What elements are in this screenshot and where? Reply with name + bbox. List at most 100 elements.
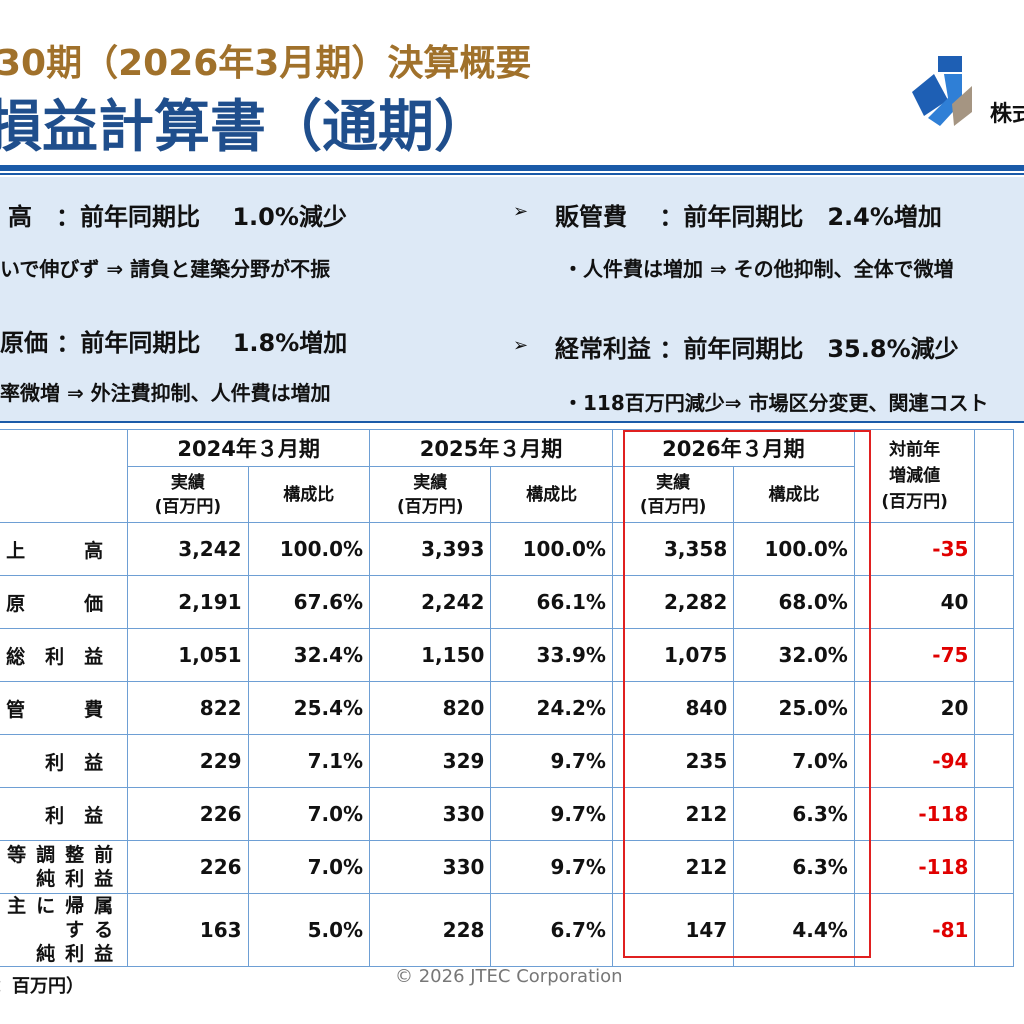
cell-edge [974,681,1014,735]
cell-actual: 3,358 [611,522,735,576]
cell-actual: 226 [127,840,249,894]
header-divider [0,165,1024,171]
sub-actual: 実績 (百万円) [611,466,735,523]
cell-ratio: 68.0% [733,575,855,629]
cell-ratio: 33.9% [490,628,613,682]
header-blank [0,429,129,523]
cell-actual: 822 [127,681,249,735]
row-label: 主に帰属する 純利益 [0,893,129,967]
summary-ordinary-note: ・118百万円減少⇒ 市場区分変更、関連コスト [563,391,989,415]
row-label: 原 価 [0,575,129,629]
cell-ratio: 9.7% [490,734,613,788]
row-label: 利益 [0,734,129,788]
page-title: 損益計算書（通期） [0,95,490,160]
unit-note: ：百万円） [0,976,84,997]
cell-ratio: 6.3% [733,840,855,894]
summary-ordinary-head: 経常利益 ：前年同期比 35.8%減少 [555,335,959,363]
sub-ratio: 構成比 [247,466,371,523]
table-header-row: 2024年３月期 2025年３月期 2026年３月期 対前年 増減値 (百万円) [0,429,1014,523]
cell-diff: -118 [853,787,976,841]
cell-actual: 226 [127,787,249,841]
cell-actual: 212 [611,840,735,894]
row-label: 上 高 [0,522,129,576]
cell-ratio: 66.1% [490,575,613,629]
cell-ratio: 67.6% [247,575,371,629]
cell-ratio: 25.4% [247,681,371,735]
cell-ratio: 32.0% [733,628,855,682]
summary-panel: 高 ：前年同期比 1.0%減少 いで伸びず ⇒ 請負と建築分野が不振 原価 ：前… [0,177,1024,423]
cell-actual: 330 [369,840,492,894]
cell-edge [974,787,1014,841]
cell-ratio: 6.3% [733,787,855,841]
cell-actual: 1,051 [127,628,249,682]
row-label: 利益 [0,787,129,841]
cell-edge [974,575,1014,629]
diff-header: 対前年 増減値 (百万円) [853,429,976,523]
company-name: 株式 [990,102,1024,127]
cell-ratio: 7.0% [733,734,855,788]
cell-ratio: 6.7% [490,893,613,967]
summary-sales-note: いで伸びず ⇒ 請負と建築分野が不振 [0,257,331,281]
cell-actual: 229 [127,734,249,788]
cell-edge [974,893,1014,967]
cell-diff: -118 [853,840,976,894]
cell-diff: -81 [853,893,976,967]
row-label: 管 費 [0,681,129,735]
cell-actual: 820 [369,681,492,735]
table-row: 原 価 2,191 67.6% 2,242 66.1% 2,282 68.0% 40 [0,575,1014,629]
cell-actual: 163 [127,893,249,967]
cell-ratio: 9.7% [490,840,613,894]
cell-diff: 20 [853,681,976,735]
period-2026: 2026年３月期 [611,429,855,467]
table-row: 主に帰属する 純利益 163 5.0% 228 6.7% 147 4.4% -81 [0,893,1014,967]
table-row: 利益 229 7.1% 329 9.7% 235 7.0% -94 [0,734,1014,788]
cell-ratio: 25.0% [733,681,855,735]
cell-actual: 235 [611,734,735,788]
copyright: © 2026 JTEC Corporation [395,966,623,987]
cell-edge [974,734,1014,788]
cell-actual: 212 [611,787,735,841]
table-row: 上 高 3,242 100.0% 3,393 100.0% 3,358 100.0% -35 [0,522,1014,576]
cell-edge [974,840,1014,894]
cell-ratio: 9.7% [490,787,613,841]
cell-ratio: 7.0% [247,840,371,894]
cell-ratio: 4.4% [733,893,855,967]
page-subtitle: 30期（2026年3月期）決算概要 [0,43,532,84]
cell-diff: 40 [853,575,976,629]
summary-cost-head: 原価 ：前年同期比 1.8%増加 [0,329,348,357]
bullet-arrow-icon: ➢ [513,335,529,356]
period-2025: 2025年３月期 [369,429,613,467]
row-label: 等調整前 純利益 [0,840,129,894]
cell-actual: 1,075 [611,628,735,682]
cell-actual: 330 [369,787,492,841]
header-divider-thin [0,173,1024,175]
bullet-arrow-icon: ➢ [513,201,529,222]
cell-ratio: 24.2% [490,681,613,735]
cell-actual: 147 [611,893,735,967]
header-edge [974,429,1014,523]
cell-actual: 2,191 [127,575,249,629]
income-statement-table: 2024年３月期 2025年３月期 2026年３月期 対前年 増減値 (百万円)… [0,429,1014,967]
company-logo-icon [912,56,972,126]
sub-actual: 実績 (百万円) [369,466,492,523]
cell-edge [974,628,1014,682]
cell-ratio: 7.1% [247,734,371,788]
summary-sga-head: 販管費 ：前年同期比 2.4%増加 [555,203,942,231]
cell-diff: -35 [853,522,976,576]
cell-ratio: 100.0% [733,522,855,576]
cell-ratio: 7.0% [247,787,371,841]
summary-sga-note: ・人件費は増加 ⇒ その他抑制、全体で微増 [563,257,954,281]
sub-actual: 実績 (百万円) [127,466,249,523]
cell-actual: 3,393 [369,522,492,576]
summary-sales-head: 高 ：前年同期比 1.0%減少 [8,203,347,231]
table-row: 管 費 822 25.4% 820 24.2% 840 25.0% 20 [0,681,1014,735]
table-row: 総利益 1,051 32.4% 1,150 33.9% 1,075 32.0% -75 [0,628,1014,682]
cell-actual: 2,282 [611,575,735,629]
cell-actual: 840 [611,681,735,735]
sub-ratio: 構成比 [490,466,613,523]
cell-actual: 228 [369,893,492,967]
cell-ratio: 100.0% [247,522,371,576]
cell-actual: 2,242 [369,575,492,629]
cell-ratio: 100.0% [490,522,613,576]
sub-ratio: 構成比 [733,466,855,523]
